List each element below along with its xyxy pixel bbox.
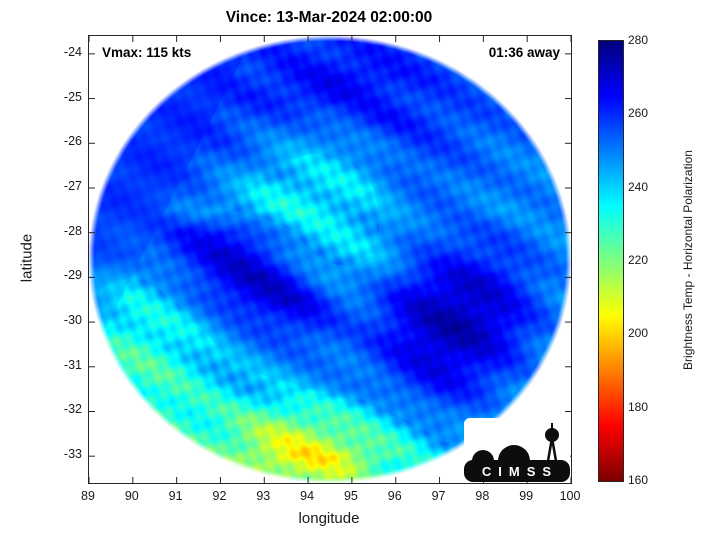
colorbar-tick-label: 180 — [628, 399, 649, 414]
y-tick-label: -33 — [63, 447, 82, 462]
x-tick-label: 95 — [343, 489, 358, 503]
y-tick-label: -29 — [63, 268, 82, 283]
heatmap-canvas — [89, 36, 571, 483]
x-tick-label: 89 — [81, 489, 95, 503]
y-tick-label: -27 — [63, 178, 82, 193]
x-tick-label: 91 — [168, 489, 183, 503]
colorbar-tick-label: 200 — [628, 326, 649, 341]
colorbar-canvas — [598, 40, 624, 482]
vmax-annotation: Vmax: 115 kts — [102, 45, 192, 60]
x-tick-label: 96 — [387, 489, 402, 503]
x-tick-label: 93 — [256, 489, 271, 503]
cimss-logo-text: CIMSS — [482, 464, 558, 479]
eta-annotation: 01:36 away — [488, 45, 560, 60]
observatory-dome-small-icon — [472, 450, 494, 461]
x-tick-label: 100 — [559, 489, 581, 503]
x-tick-label: 90 — [124, 489, 139, 503]
colorbar-tick-label: 220 — [628, 253, 649, 267]
plot-title: Vince: 13-Mar-2024 02:00:00 — [225, 9, 433, 26]
x-tick-label: 98 — [475, 489, 490, 503]
x-tick-label: 99 — [519, 489, 534, 503]
x-tick-label: 92 — [212, 489, 227, 503]
colorbar-tick-label: 260 — [628, 106, 649, 121]
logo-banner — [464, 460, 570, 482]
plot-area: Vmax: 115 kts 01:36 away CIMSS — [88, 35, 572, 484]
colorbar-label: Brightness Temp - Horizontal Polarizatio… — [681, 150, 695, 370]
x-axis-label: longitude — [298, 510, 360, 527]
colorbar-tick-label: 280 — [628, 33, 649, 47]
colorbar-tick-label: 240 — [628, 179, 649, 194]
y-axis-label: latitude — [18, 233, 36, 283]
observatory-dome-large-icon — [498, 445, 530, 461]
colorbar-tick-label: 160 — [628, 473, 649, 487]
water-tower-icon — [545, 423, 559, 462]
y-tick-label: -32 — [63, 402, 82, 417]
y-tick-label: -25 — [63, 89, 82, 104]
y-tick-label: -31 — [63, 357, 82, 372]
y-tick-label: -30 — [63, 313, 82, 328]
y-tick-label: -24 — [63, 44, 82, 59]
cimss-logo: CIMSS — [464, 418, 570, 482]
y-tick-label: -26 — [63, 134, 82, 149]
x-tick-label: 94 — [300, 489, 315, 503]
x-tick-label: 97 — [431, 489, 446, 503]
y-tick-label: -28 — [63, 223, 82, 238]
